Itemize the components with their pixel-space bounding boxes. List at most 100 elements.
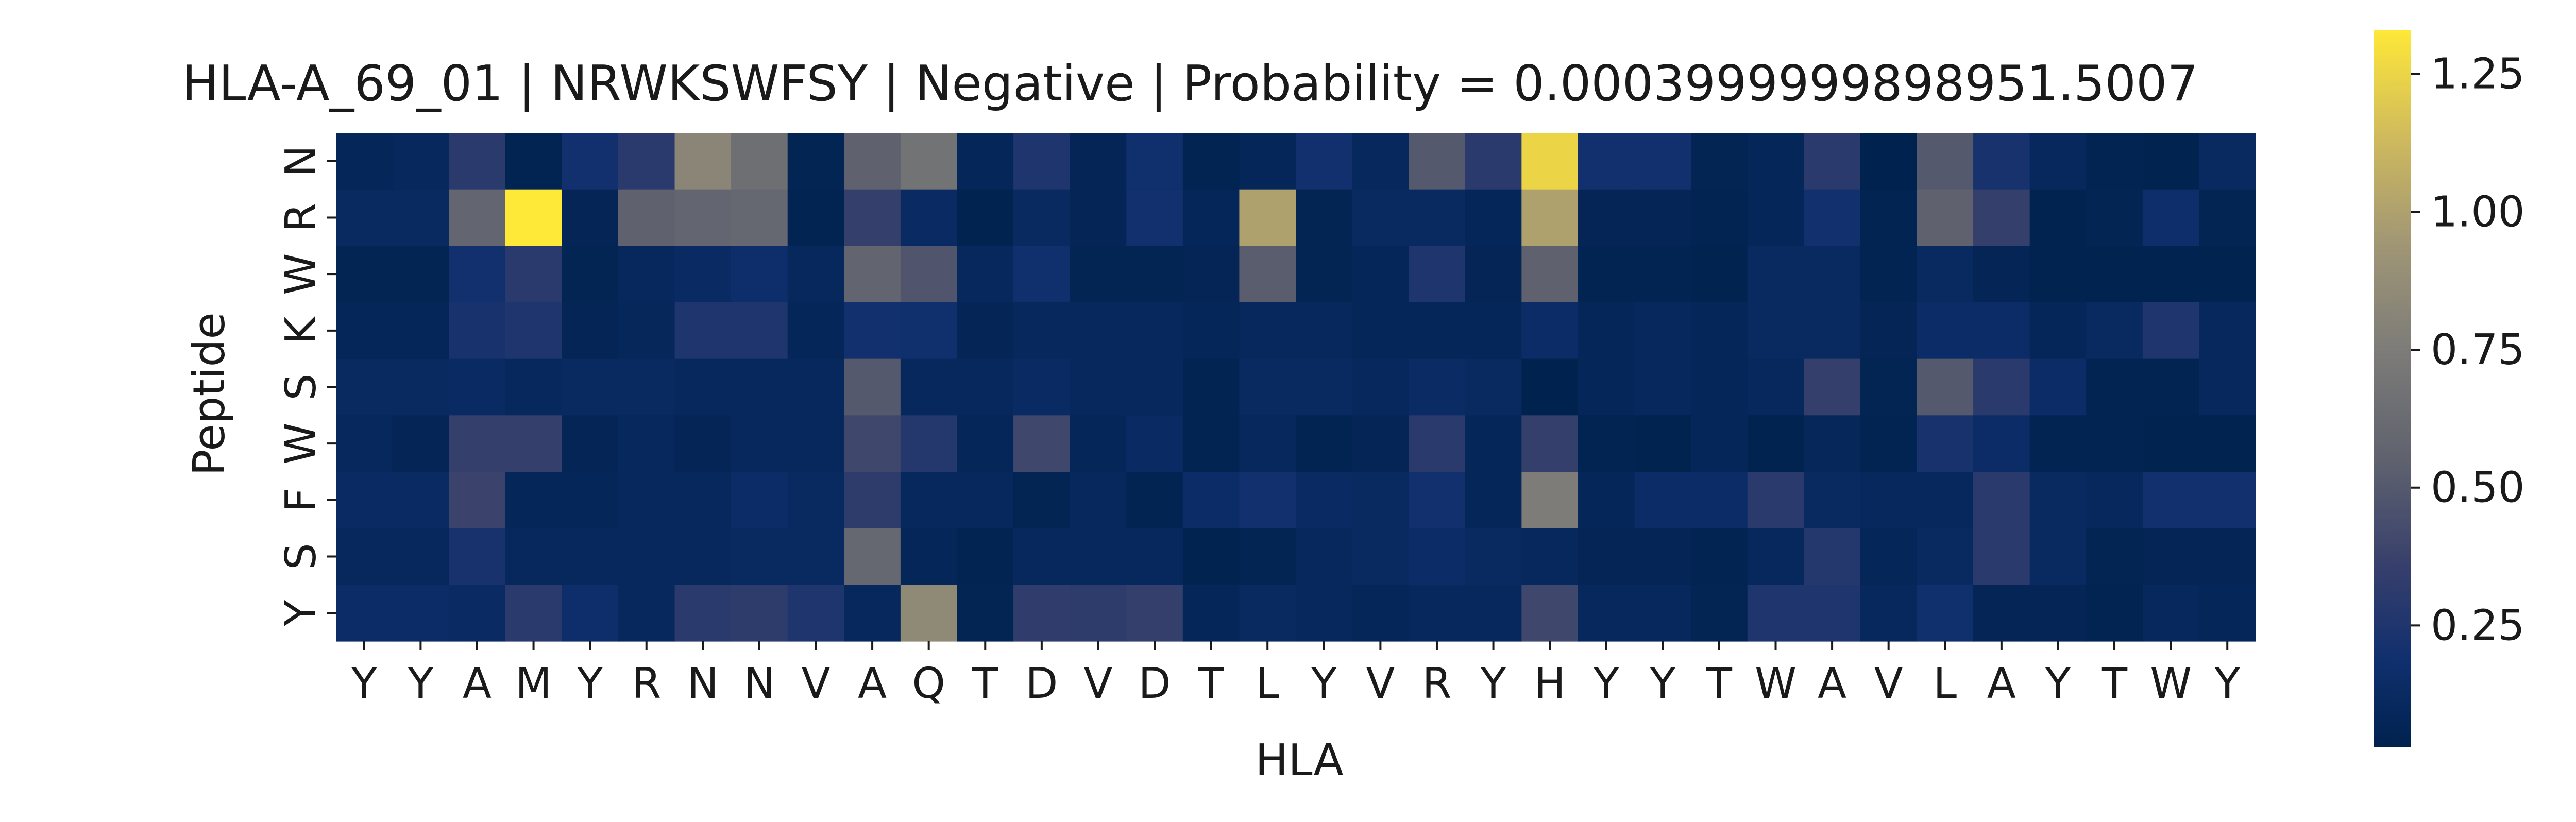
heatmap-cell [2086, 133, 2143, 190]
y-tick-label: N [277, 145, 326, 177]
heatmap-cell [1521, 415, 1579, 472]
x-tick-label: W [2150, 659, 2192, 708]
heatmap-cell [1126, 585, 1183, 642]
heatmap-cell [1126, 528, 1183, 585]
x-tick-label: Y [1480, 659, 1507, 708]
heatmap-cell [2142, 415, 2200, 472]
heatmap-cell [1409, 472, 1466, 529]
heatmap-cell [1013, 472, 1071, 529]
heatmap-cell [1239, 528, 1296, 585]
heatmap-cell [1409, 246, 1466, 303]
heatmap-cell [731, 528, 788, 585]
heatmap-cell [844, 585, 901, 642]
heatmap-cell [1352, 246, 1409, 303]
x-tick-label: V [801, 659, 830, 708]
heatmap-cell [1747, 302, 1804, 359]
heatmap-cell [1465, 472, 1522, 529]
heatmap-cell [1691, 189, 1748, 246]
heatmap-cell [1126, 358, 1183, 416]
chart-title: HLA-A_69_01 | NRWKSWFSY | Negative | Pro… [182, 56, 2198, 112]
heatmap-cell [618, 302, 675, 359]
heatmap-cell [449, 133, 506, 190]
heatmap-cell [1691, 133, 1748, 190]
heatmap-cell [392, 302, 449, 359]
heatmap-cell [1070, 472, 1127, 529]
heatmap-cell [674, 133, 732, 190]
heatmap-cell [1804, 133, 1861, 190]
x-tick-label: Y [407, 659, 434, 708]
heatmap-cell [1691, 528, 1748, 585]
heatmap-cell [562, 585, 619, 642]
heatmap-cell [1917, 528, 1974, 585]
colorbar [2374, 30, 2411, 747]
heatmap-cell [1634, 358, 1691, 416]
heatmap-cell [1409, 302, 1466, 359]
heatmap-cell [449, 585, 506, 642]
heatmap-cell [957, 472, 1014, 529]
heatmap-cell [1747, 585, 1804, 642]
heatmap-cell [1578, 415, 1635, 472]
heatmap-cell [731, 415, 788, 472]
heatmap-cell [1296, 302, 1353, 359]
heatmap-cell [1013, 133, 1071, 190]
heatmap-cell [731, 585, 788, 642]
heatmap-cell [1239, 358, 1296, 416]
x-tick-label: Y [1593, 659, 1620, 708]
heatmap-cell [618, 585, 675, 642]
heatmap-cell [2199, 302, 2256, 359]
x-tick-label: A [858, 659, 887, 708]
heatmap-cell [1070, 246, 1127, 303]
heatmap-cell [1691, 302, 1748, 359]
heatmap-cell [2029, 415, 2087, 472]
heatmap-cell [1013, 358, 1071, 416]
heatmap-cell [392, 358, 449, 416]
heatmap-cell [1126, 246, 1183, 303]
heatmap-cell [787, 358, 844, 416]
heatmap-cell [1126, 415, 1183, 472]
heatmap-cell [844, 528, 901, 585]
heatmap-cell [1804, 585, 1861, 642]
y-axis-label: Peptide [184, 312, 235, 476]
heatmap-cell [1804, 189, 1861, 246]
heatmap-cell [1070, 133, 1127, 190]
heatmap-cell [1917, 302, 1974, 359]
heatmap-cell [1013, 585, 1071, 642]
heatmap-cell [449, 472, 506, 529]
y-tick-label: F [277, 488, 326, 512]
heatmap-cell [1973, 472, 2030, 529]
heatmap-cell [957, 302, 1014, 359]
heatmap-cell [787, 585, 844, 642]
heatmap-cell [1521, 528, 1579, 585]
heatmap-cell [1860, 528, 1918, 585]
heatmap-cell [957, 358, 1014, 416]
y-tick-label: Y [277, 600, 326, 626]
heatmap-cell [562, 246, 619, 303]
heatmap-cell [2086, 472, 2143, 529]
heatmap-cell [336, 246, 393, 303]
heatmap-cell [1409, 585, 1466, 642]
heatmap-cell [392, 415, 449, 472]
x-tick-label: N [743, 659, 775, 708]
heatmap-cell [1804, 472, 1861, 529]
heatmap-cell [844, 358, 901, 416]
heatmap-cell [1465, 528, 1522, 585]
heatmap-cell [1070, 415, 1127, 472]
heatmap-cell [336, 133, 393, 190]
heatmap-cell [1465, 302, 1522, 359]
heatmap-cell [1634, 189, 1691, 246]
heatmap-cell [1013, 189, 1071, 246]
heatmap-cell [1070, 358, 1127, 416]
heatmap-cell [957, 528, 1014, 585]
heatmap-cell [1804, 528, 1861, 585]
colorbar-tick-label: 1.25 [2431, 50, 2525, 99]
heatmap-cell [1352, 528, 1409, 585]
heatmap-cell [1070, 528, 1127, 585]
heatmap-cell [449, 189, 506, 246]
heatmap-cell [787, 472, 844, 529]
heatmap-cell [1634, 528, 1691, 585]
x-tick-label: V [1083, 659, 1112, 708]
heatmap-cell [900, 302, 958, 359]
heatmap-cell [2086, 189, 2143, 246]
heatmap-cell [1239, 585, 1296, 642]
